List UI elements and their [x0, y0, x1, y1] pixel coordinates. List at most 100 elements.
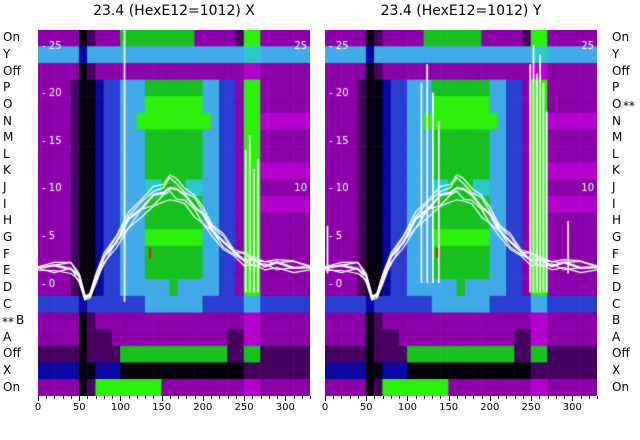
x-axis-tick: [440, 396, 442, 399]
x-axis-tick-label: 200: [480, 402, 500, 413]
channel-label-left: N: [3, 113, 12, 128]
channel-label-left: A: [3, 329, 12, 344]
x-axis-tick: [38, 396, 39, 401]
x-axis-tick: [588, 396, 590, 399]
channel-label-left: On: [3, 30, 21, 45]
x-axis-tick: [555, 396, 557, 399]
channel-label-right: Off: [612, 63, 630, 78]
x-axis-tick-label: 250: [234, 402, 254, 413]
x-axis-tick: [227, 396, 229, 399]
x-axis-tick: [277, 396, 279, 399]
channel-label-right: L: [612, 146, 619, 161]
x-axis-tick: [473, 396, 475, 399]
channel-label-right: D: [612, 279, 622, 294]
x-axis-tick-label: 50: [72, 402, 86, 413]
panel-x-title: 23.4 (HexE12=1012) X: [93, 3, 255, 19]
x-axis-tick: [268, 396, 270, 399]
x-axis-tick: [539, 396, 541, 399]
star-marker-right: **: [623, 98, 635, 113]
channel-label-right: On: [612, 379, 630, 394]
x-axis-tick: [514, 396, 516, 399]
channel-label-right: M: [612, 130, 623, 145]
x-axis-tick: [310, 396, 311, 399]
channel-label-right: C: [612, 296, 621, 311]
channel-label-right: Y: [612, 46, 620, 61]
x-axis-tick: [136, 396, 138, 399]
channel-label-left: Y: [3, 46, 11, 61]
x-axis-tick: [366, 396, 368, 401]
channel-label-right: G: [612, 229, 622, 244]
x-axis-tick: [547, 396, 549, 399]
x-axis-tick: [120, 396, 122, 401]
x-axis-tick: [87, 396, 89, 399]
heatmap-panel-x: [38, 30, 310, 396]
x-axis-tick: [423, 396, 425, 399]
x-axis-tick-label: 300: [562, 402, 582, 413]
channel-label-left: I: [3, 196, 7, 211]
heatmap-panel-y: [325, 30, 597, 396]
x-axis-tick: [219, 396, 221, 399]
x-axis-tick: [62, 396, 64, 399]
x-axis-tick-label: 0: [321, 402, 329, 413]
channel-label-right: I: [612, 196, 616, 211]
x-axis-tick-label: 150: [152, 402, 172, 413]
channel-label-left: X: [3, 363, 12, 378]
x-axis-tick: [399, 396, 401, 399]
channel-label-left: J: [3, 180, 7, 195]
channel-label-right: N: [612, 113, 621, 128]
x-axis-tick: [349, 396, 351, 399]
channel-label-right: K: [612, 163, 620, 178]
x-axis-tick: [489, 396, 491, 401]
channel-label-left: O: [3, 96, 13, 111]
x-axis-tick: [103, 396, 105, 399]
x-axis-tick-label: 200: [193, 402, 213, 413]
x-axis-tick: [153, 396, 155, 399]
x-axis-tick: [112, 396, 114, 399]
x-axis-tick: [194, 396, 196, 399]
channel-label-right: J: [612, 180, 616, 195]
x-axis-tick: [498, 396, 500, 399]
channel-label-left: M: [3, 130, 14, 145]
x-axis-tick: [522, 396, 524, 399]
channel-label-right: B: [612, 313, 621, 328]
x-axis-tick: [407, 396, 409, 401]
x-axis-tick: [481, 396, 483, 399]
channel-label-right: X: [612, 363, 621, 378]
star-marker-left: **: [2, 315, 14, 330]
channel-label-left: P: [3, 80, 11, 95]
channel-label-right: P: [612, 80, 620, 95]
x-axis-tick-label: 250: [521, 402, 541, 413]
x-axis-tick: [564, 396, 566, 399]
x-axis-tick: [531, 396, 533, 401]
x-axis-tick: [506, 396, 508, 399]
x-axis-tick: [211, 396, 213, 399]
x-axis-tick: [70, 396, 72, 399]
channel-label-left: G: [3, 229, 13, 244]
x-axis-tick: [382, 396, 384, 399]
channel-label-left: F: [3, 246, 10, 261]
x-axis-tick: [260, 396, 262, 399]
x-axis-tick: [161, 396, 163, 401]
x-axis-tick: [235, 396, 237, 399]
x-axis-tick: [252, 396, 254, 399]
x-axis-tick: [301, 396, 303, 399]
x-axis-tick: [374, 396, 376, 399]
x-axis-tick: [390, 396, 392, 399]
channel-label-left: C: [3, 296, 12, 311]
channel-label-left: Off: [3, 346, 21, 361]
x-axis-tick: [357, 396, 359, 399]
x-axis-tick: [285, 396, 287, 401]
x-axis-tick: [95, 396, 97, 399]
x-axis-tick: [169, 396, 171, 399]
x-axis-tick: [186, 396, 188, 399]
x-axis-tick: [333, 396, 335, 399]
channel-label-left: E: [3, 263, 11, 278]
x-axis-tick: [456, 396, 458, 399]
channel-label-right: F: [612, 246, 619, 261]
x-axis-tick: [448, 396, 450, 401]
x-axis-tick: [415, 396, 417, 399]
x-axis-tick-label: 100: [110, 402, 130, 413]
channel-label-left: On: [3, 379, 21, 394]
channel-label-right: Off: [612, 346, 630, 361]
